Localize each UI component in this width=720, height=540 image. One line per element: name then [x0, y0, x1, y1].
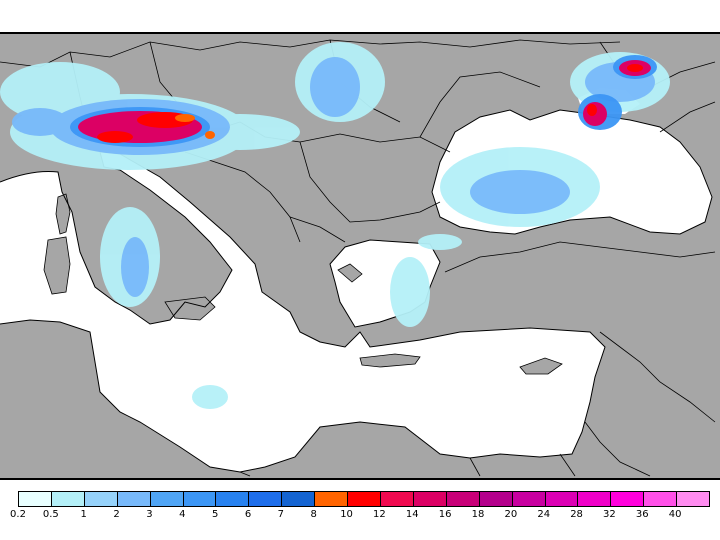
colorbar-swatch — [644, 492, 678, 506]
colorbar-swatch — [150, 492, 184, 506]
colorbar-tick-label: 18 — [471, 509, 485, 520]
colorbar-labels: 0.2 0.5 1 2 3 4 5 6 7 8 10 12 14 16 18 20 24 28 32 36 40 — [0, 509, 720, 523]
colorbar-tick-label: 0.2 — [10, 509, 26, 520]
colorbar-tick-label: 40 — [668, 509, 682, 520]
colorbar-swatch — [677, 492, 710, 506]
colorbar-swatch — [51, 492, 85, 506]
colorbar-tick-label: 36 — [635, 509, 649, 520]
colorbar-swatch — [611, 492, 645, 506]
colorbar-tick-label: 1 — [80, 509, 87, 520]
colorbar-swatch — [512, 492, 546, 506]
colorbar-swatch — [479, 492, 513, 506]
map-canvas — [0, 39, 716, 477]
colorbar-swatch — [117, 492, 151, 506]
colorbar-swatch — [216, 492, 250, 506]
colorbar-tick-label: 28 — [570, 509, 583, 520]
colorbar-tick-label: 16 — [438, 509, 452, 520]
colorbar-swatch — [19, 492, 52, 506]
colorbar-tick-label: 2 — [113, 509, 120, 520]
colorbar-tick-label: 0.5 — [42, 509, 59, 520]
colorbar-tick-label: 6 — [244, 509, 252, 520]
island-sardinia — [43, 236, 71, 295]
colorbar-tick-label: 24 — [537, 509, 551, 520]
colorbar — [18, 491, 710, 507]
colorbar-swatch — [446, 492, 480, 506]
colorbar-swatch — [249, 492, 283, 506]
colorbar-tick-label: 14 — [405, 509, 419, 520]
colorbar-swatch — [315, 492, 349, 506]
colorbar-swatch — [84, 492, 118, 506]
colorbar-tick-label: 12 — [373, 509, 386, 520]
island-corsica — [55, 193, 71, 235]
colorbar-tick-label: 4 — [179, 509, 186, 520]
island-crete — [359, 353, 421, 368]
colorbar-swatch — [348, 492, 381, 506]
colorbar-tick-label: 3 — [146, 509, 153, 520]
island-evia — [337, 263, 363, 283]
precipitation-map — [0, 32, 720, 480]
colorbar-swatch — [183, 492, 217, 506]
colorbar-tick-label: 32 — [603, 509, 616, 520]
colorbar-tick-label: 5 — [211, 509, 219, 520]
colorbar-tick-label: 8 — [310, 509, 317, 520]
colorbar-swatch — [578, 492, 612, 506]
colorbar-swatch — [282, 492, 316, 506]
island-cyprus — [519, 357, 563, 375]
precipitation-overlay — [0, 42, 670, 409]
colorbar-tick-label: 10 — [340, 509, 353, 520]
colorbar-swatch — [545, 492, 579, 506]
colorbar-tick-label: 7 — [277, 509, 285, 520]
mediterranean-sea — [0, 152, 605, 472]
colorbar-swatch — [380, 492, 414, 506]
colorbar-swatch — [413, 492, 447, 506]
colorbar-tick-label: 20 — [504, 509, 518, 520]
